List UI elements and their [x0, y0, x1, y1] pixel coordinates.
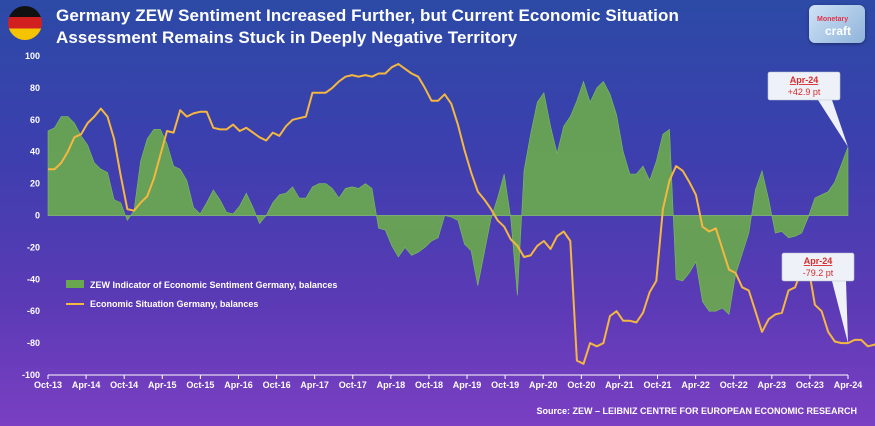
x-tick-label: Oct-14	[110, 380, 138, 390]
callout-sentiment-box	[767, 71, 841, 101]
legend-label-situation: Economic Situation Germany, balances	[90, 299, 258, 309]
y-tick-label: 40	[30, 147, 40, 157]
y-tick-label: -20	[27, 242, 40, 252]
x-tick-label: Oct-17	[339, 380, 367, 390]
x-tick-label: Apr-20	[529, 380, 558, 390]
legend-swatch-sentiment	[66, 280, 84, 288]
x-tick-label: Apr-21	[605, 380, 634, 390]
x-tick-label: Apr-19	[453, 380, 482, 390]
legend-label-sentiment: ZEW Indicator of Economic Sentiment Germ…	[90, 280, 337, 290]
x-tick-label: Oct-16	[263, 380, 291, 390]
logo-text-bottom: craft	[825, 24, 852, 38]
y-tick-label: -80	[27, 338, 40, 348]
x-tick-label: Apr-16	[224, 380, 253, 390]
logo-text-top: Monetary	[817, 16, 849, 23]
x-tick-label: Apr-18	[377, 380, 406, 390]
y-tick-label: -100	[22, 370, 40, 380]
x-tick-label: Apr-24	[834, 380, 863, 390]
callout-situation: Apr-24 -79.2 pt	[781, 252, 855, 344]
x-tick-label: Apr-17	[300, 380, 329, 390]
y-tick-label: -60	[27, 306, 40, 316]
x-tick-label: Oct-15	[186, 380, 214, 390]
x-tick-label: Oct-20	[567, 380, 595, 390]
monetary-craft-logo: Monetary craft	[809, 5, 865, 43]
chart-title: Germany ZEW Sentiment Increased Further,…	[56, 5, 679, 49]
x-tick-label: Apr-14	[72, 380, 101, 390]
callout-sentiment: Apr-24 +42.9 pt	[767, 71, 848, 147]
x-tick-label: Oct-22	[720, 380, 748, 390]
callout-sentiment-date: Apr-24	[790, 75, 819, 85]
x-tick-label: Oct-13	[34, 380, 62, 390]
y-tick-label: 100	[25, 51, 40, 61]
x-tick-label: Apr-22	[681, 380, 710, 390]
sentiment-area	[47, 80, 849, 316]
chart-title-line2: Assessment Remains Stuck in Deeply Negat…	[56, 28, 518, 47]
callout-sentiment-value: +42.9 pt	[788, 87, 821, 97]
x-tick-label: Oct-19	[491, 380, 519, 390]
chart-title-line1: Germany ZEW Sentiment Increased Further,…	[56, 6, 679, 25]
x-tick-label: Oct-23	[796, 380, 824, 390]
x-tick-label: Apr-23	[758, 380, 787, 390]
y-tick-label: 0	[35, 211, 40, 221]
x-tick-label: Oct-18	[415, 380, 443, 390]
x-tick-label: Oct-21	[644, 380, 672, 390]
callout-situation-box	[781, 252, 855, 282]
y-tick-label: 60	[30, 115, 40, 125]
situation-line	[48, 63, 875, 365]
x-tick-label: Apr-15	[148, 380, 177, 390]
y-tick-label: 20	[30, 179, 40, 189]
source-note: Source: ZEW – LEIBNIZ CENTRE FOR EUROPEA…	[536, 406, 857, 416]
callout-situation-value: -79.2 pt	[803, 268, 834, 278]
y-tick-label: 80	[30, 83, 40, 93]
callout-sentiment-pointer	[818, 100, 848, 147]
callout-situation-pointer	[832, 281, 848, 344]
callout-situation-date: Apr-24	[804, 256, 833, 266]
y-tick-label: -40	[27, 274, 40, 284]
legend: ZEW Indicator of Economic Sentiment Germ…	[66, 280, 337, 309]
germany-flag-icon	[8, 6, 42, 40]
